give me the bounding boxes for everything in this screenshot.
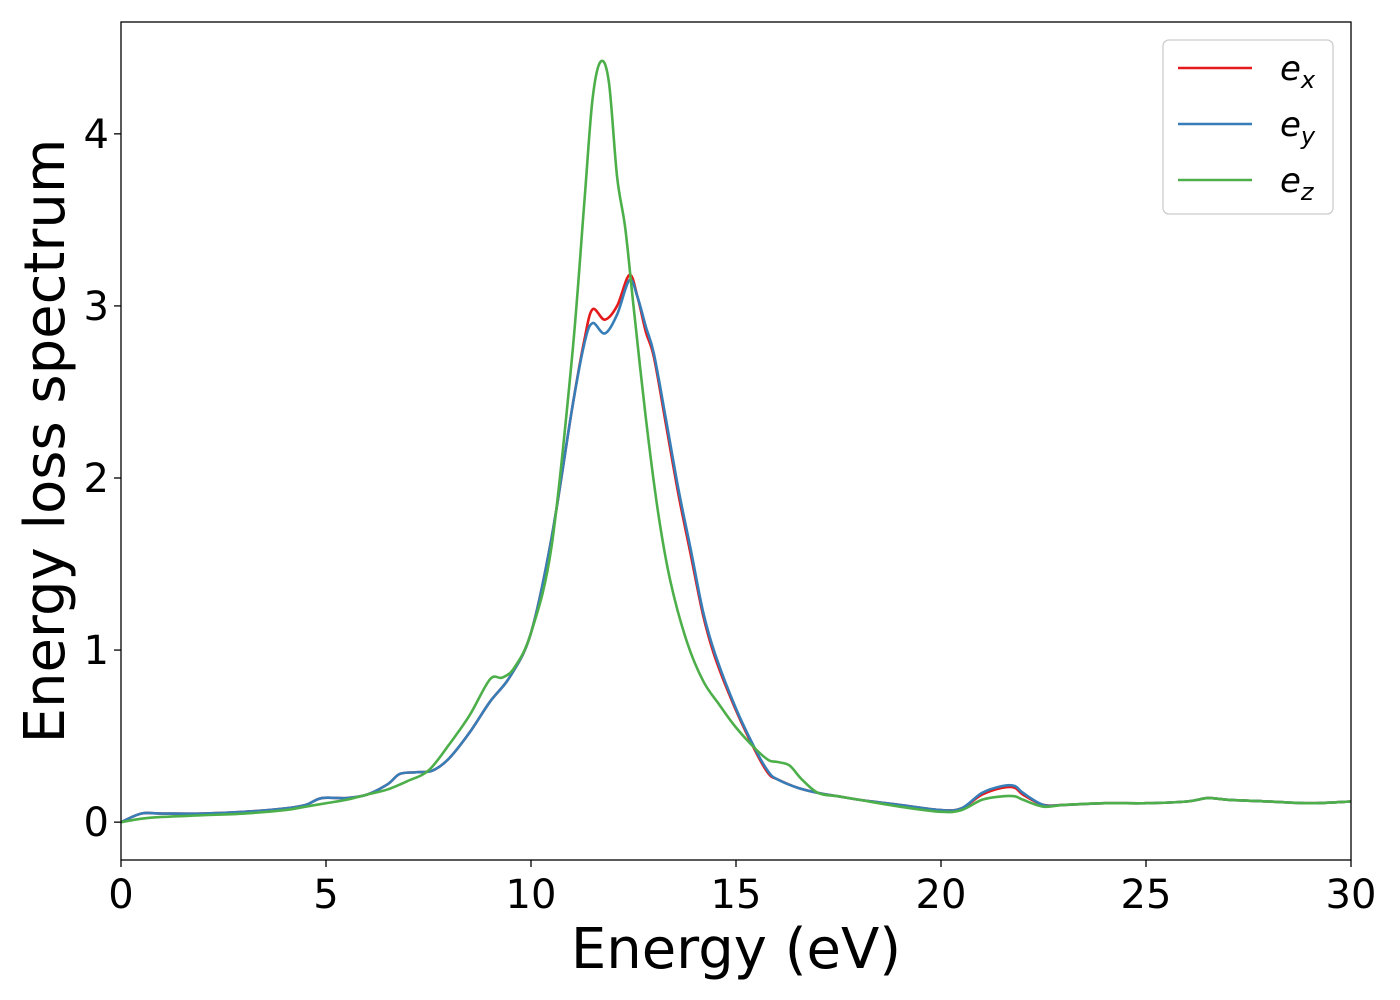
series-line-x <box>121 273 1351 824</box>
x-tick-label: 10 <box>506 872 557 918</box>
y-axis-title: Energy loss spectrum <box>13 139 78 744</box>
x-tick-label: 25 <box>1121 872 1172 918</box>
x-tick-label: 15 <box>711 872 762 918</box>
series-layer <box>121 59 1351 824</box>
x-axis-title: Energy (eV) <box>571 917 901 982</box>
series-line-z <box>121 59 1351 824</box>
legend-label-x: ex <box>1280 49 1316 94</box>
series-line-y <box>121 278 1351 824</box>
y-tick-label: 0 <box>84 800 109 846</box>
x-tick-label: 5 <box>313 872 338 918</box>
y-tick-label: 2 <box>84 456 109 502</box>
legend-label-y: ey <box>1280 105 1316 150</box>
x-tick-label: 30 <box>1326 872 1377 918</box>
y-tick-label: 4 <box>84 112 109 158</box>
legend-box <box>1162 39 1334 215</box>
x-tick-label: 0 <box>108 872 133 918</box>
x-tick-label: 20 <box>916 872 967 918</box>
y-tick-label: 3 <box>84 284 109 330</box>
ticks-layer: 0 5 10 15 20 25 30 0 1 2 3 4 <box>84 112 1377 918</box>
y-tick-label: 1 <box>84 628 109 674</box>
